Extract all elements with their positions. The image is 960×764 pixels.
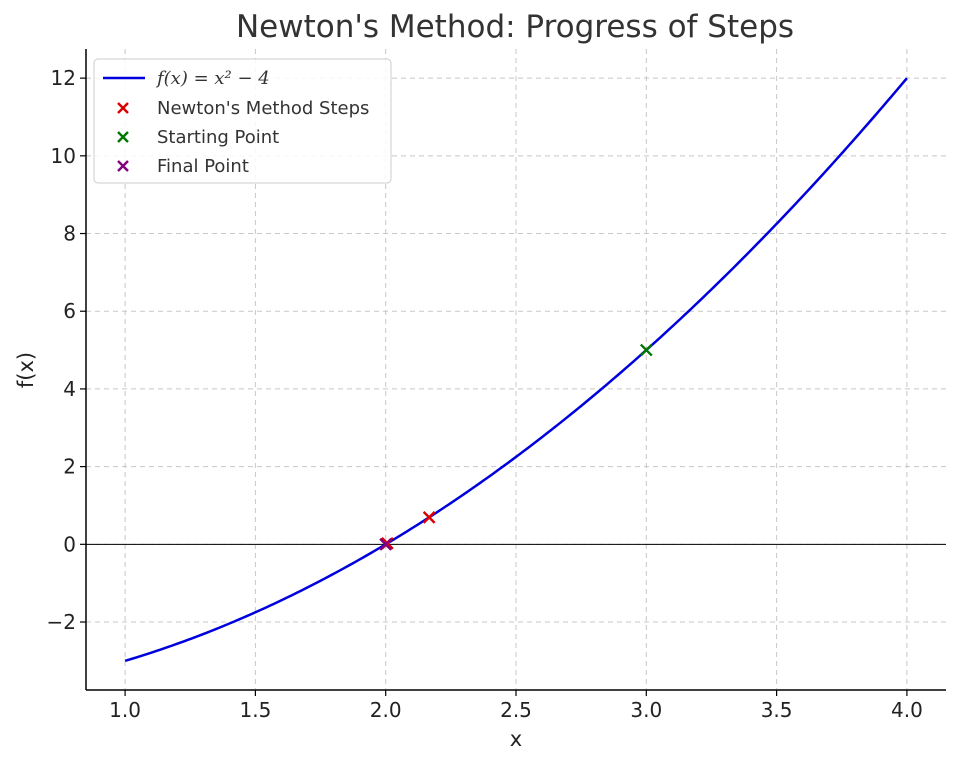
legend-swatch-0 <box>117 102 129 114</box>
legend-label-1: Starting Point <box>157 127 279 148</box>
chart-title: Newton's Method: Progress of Steps <box>236 9 794 45</box>
x-tick-label-0: 1.0 <box>109 698 141 722</box>
x-tick-label-6: 4.0 <box>891 698 923 722</box>
legend-label-0: Newton's Method Steps <box>157 98 369 119</box>
y-ticks: −2 0 2 4 6 8 10 12 <box>47 66 86 634</box>
x-tick-label-1: 1.5 <box>239 698 271 722</box>
y-tick-label-4: 6 <box>63 299 76 323</box>
y-tick-label-1: 0 <box>63 532 76 556</box>
legend-entries: Newton's Method Steps Starting Point Final… <box>117 98 369 177</box>
legend: f(x) = x² − 4 Newton's Method Steps Start… <box>93 58 392 184</box>
marker-2-0 <box>379 537 393 551</box>
legend-box <box>93 58 392 184</box>
x-tick-label-3: 2.5 <box>500 698 532 722</box>
x-tick-label-4: 3.0 <box>630 698 662 722</box>
legend-label-function: f(x) = x² − 4 <box>155 68 270 89</box>
y-tick-label-7: 12 <box>51 66 76 90</box>
legend-label-2: Final Point <box>157 156 249 177</box>
marker-1-0 <box>639 343 653 357</box>
y-tick-label-0: −2 <box>47 610 76 634</box>
legend-swatch-1 <box>117 131 129 143</box>
x-tick-label-2: 2.0 <box>370 698 402 722</box>
function-curve <box>124 77 908 663</box>
markers <box>379 343 653 551</box>
y-axis-label: f(x) <box>14 352 38 388</box>
legend-swatch-2 <box>117 160 129 172</box>
marker-0-0 <box>422 510 436 524</box>
y-tick-label-2: 2 <box>63 455 76 479</box>
x-ticks: 1.0 1.5 2.0 2.5 3.0 3.5 4.0 <box>109 690 923 722</box>
y-tick-label-6: 10 <box>51 144 76 168</box>
y-tick-label-5: 8 <box>63 222 76 246</box>
y-tick-label-3: 4 <box>63 377 76 401</box>
grid <box>86 49 946 690</box>
x-tick-label-5: 3.5 <box>761 698 793 722</box>
x-axis-label: x <box>510 727 522 751</box>
